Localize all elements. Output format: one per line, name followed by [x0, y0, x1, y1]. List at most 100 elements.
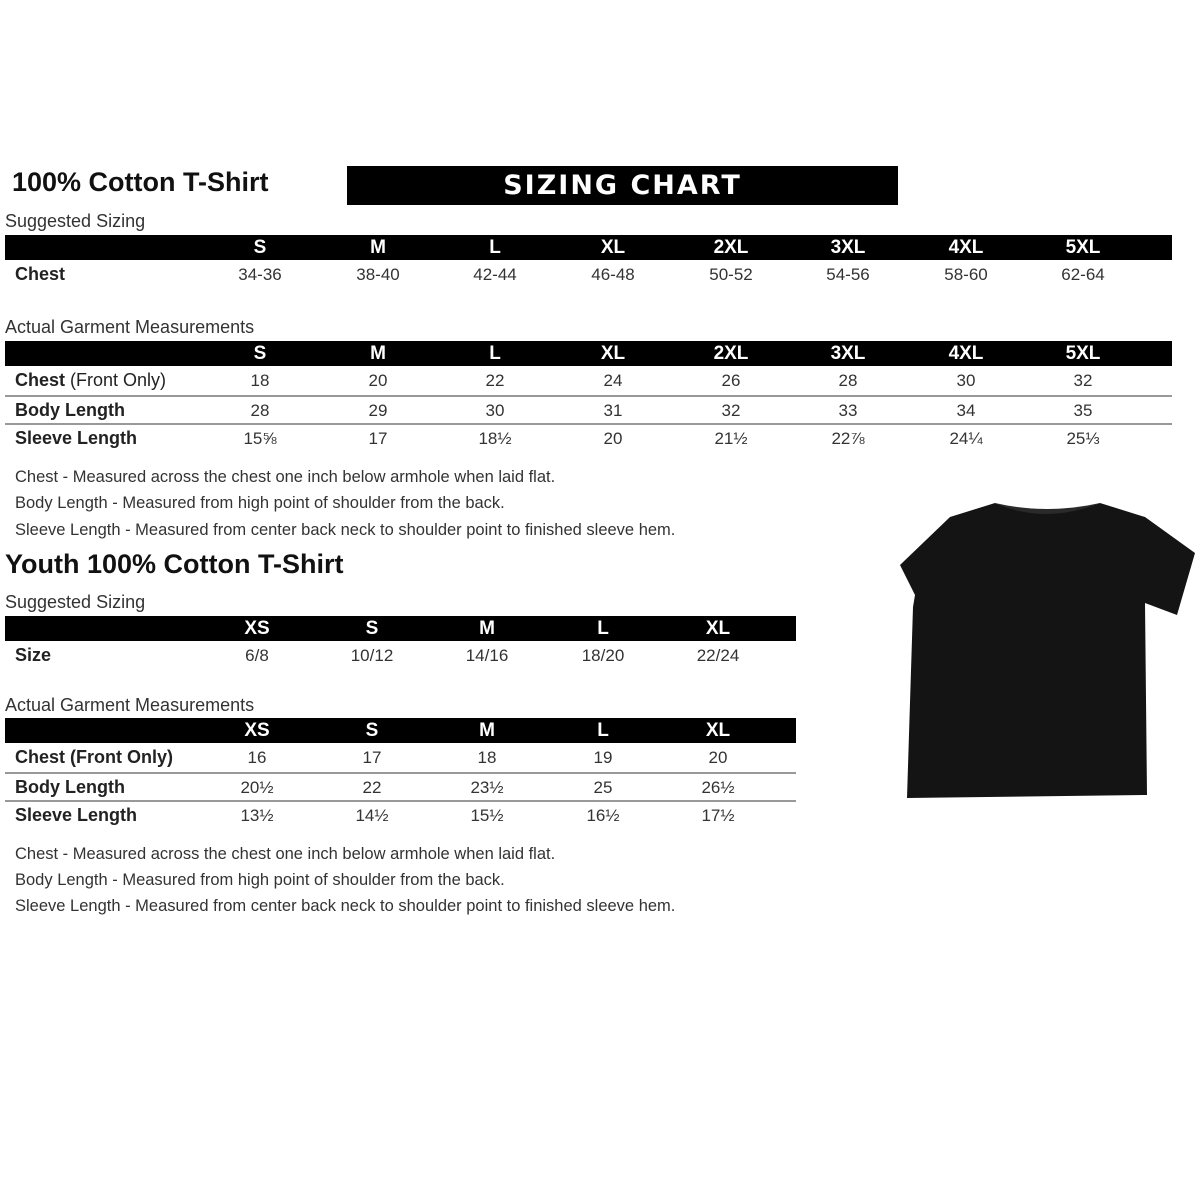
table-cell: 20 — [708, 748, 728, 767]
row-label: Chest (Front Only) — [15, 747, 173, 768]
table-row: Sleeve Length 13½ 14½ 15½ 16½ 17½ — [5, 800, 796, 830]
table-cell: 29 — [368, 401, 388, 420]
table-cell: 25 — [593, 778, 613, 797]
size-header-l: L — [489, 343, 501, 364]
table-cell: 34 — [956, 401, 976, 420]
table-cell: 38-40 — [356, 265, 400, 284]
table-row: Chest (Front Only) 18 20 22 24 26 28 30 32 — [5, 367, 1172, 395]
row-label-text: Chest (Front Only) — [15, 747, 173, 767]
table-cell: 28 — [250, 401, 270, 420]
table-cell: 28 — [838, 371, 858, 390]
row-label-text: Sleeve Length — [15, 428, 138, 448]
table-cell: 18 — [477, 748, 497, 767]
table-cell: 32 — [721, 401, 741, 420]
table-cell: 14½ — [355, 806, 389, 825]
table-cell: 23½ — [470, 778, 504, 797]
table-row: Size 6/8 10/12 14/16 18/20 22/24 — [5, 642, 796, 670]
table-cell: 30 — [485, 401, 505, 420]
youth-note-sleeve: Sleeve Length - Measured from center bac… — [15, 897, 676, 915]
table-cell: 19 — [593, 748, 613, 767]
size-header-3xl: 3XL — [830, 237, 866, 258]
table-cell: 10/12 — [350, 646, 394, 665]
row-label-text: Sleeve Length — [15, 805, 138, 825]
size-header-m: M — [479, 720, 495, 741]
row-label: Sleeve Length — [15, 428, 137, 449]
size-header-s: S — [253, 343, 267, 364]
size-header-m: M — [479, 618, 495, 639]
size-header-5xl: 5XL — [1065, 343, 1101, 364]
table-cell: 26½ — [701, 778, 735, 797]
table-cell: 21½ — [714, 429, 748, 448]
adult-title: 100% Cotton T-Shirt — [12, 167, 269, 197]
size-header-xl: XL — [600, 237, 626, 258]
adult-actual-table: S M L XL 2XL 3XL 4XL 5XL Chest (Front Only) 18 20 2… — [5, 341, 1172, 456]
table-cell: 17½ — [701, 806, 735, 825]
row-label-text: Body Length — [15, 777, 125, 797]
sizing-chart-banner: SIZING CHART — [347, 166, 898, 205]
table-cell: 20½ — [240, 778, 274, 797]
size-header-xl: XL — [705, 720, 731, 741]
table-cell: 14/16 — [465, 646, 509, 665]
youth-title: Youth 100% Cotton T-Shirt — [5, 549, 344, 579]
row-label: Chest — [15, 264, 65, 285]
size-header-xs: XS — [244, 720, 270, 741]
size-header-s: S — [365, 720, 379, 741]
table-cell: 26 — [721, 371, 741, 390]
table-cell: 22 — [485, 371, 505, 390]
youth-actual-table: XS S M L XL Chest (Front Only) 16 17 18 19 20 Body … — [5, 718, 796, 833]
table-cell: 17 — [368, 429, 388, 448]
size-header-4xl: 4XL — [948, 343, 984, 364]
size-header-bar: S M L XL 2XL 3XL 4XL 5XL — [5, 341, 1172, 366]
row-label: Body Length — [15, 777, 125, 798]
adult-suggested-label: Suggested Sizing — [5, 211, 146, 231]
size-header-s: S — [253, 237, 267, 258]
table-cell: 50-52 — [709, 265, 753, 284]
size-header-4xl: 4XL — [948, 237, 984, 258]
table-cell: 16 — [247, 748, 267, 767]
size-header-l: L — [597, 618, 609, 639]
size-header-5xl: 5XL — [1065, 237, 1101, 258]
table-cell: 16½ — [586, 806, 620, 825]
size-header-xl: XL — [705, 618, 731, 639]
table-cell: 18½ — [478, 429, 512, 448]
table-cell: 24¼ — [949, 429, 983, 448]
row-label-text: Chest — [15, 264, 66, 284]
size-header-xl: XL — [600, 343, 626, 364]
adult-suggested-table: S M L XL 2XL 3XL 4XL 5XL Chest 34-36 38-40 42-44 46-… — [5, 235, 1172, 295]
table-cell: 62-64 — [1061, 265, 1105, 284]
table-row: Chest (Front Only) 16 17 18 19 20 — [5, 744, 796, 772]
size-header-bar: XS S M L XL — [5, 616, 796, 641]
table-cell: 33 — [838, 401, 858, 420]
table-cell: 32 — [1073, 371, 1093, 390]
table-row: Body Length 20½ 22 23½ 25 26½ — [5, 772, 796, 802]
size-header-2xl: 2XL — [713, 343, 749, 364]
table-cell: 22⅞ — [831, 429, 865, 448]
adult-note-sleeve: Sleeve Length - Measured from center bac… — [15, 521, 676, 539]
table-cell: 35 — [1073, 401, 1093, 420]
table-cell: 46-48 — [591, 265, 635, 284]
adult-note-body: Body Length - Measured from high point o… — [15, 494, 505, 512]
table-row: Sleeve Length 15⅝ 17 18½ 20 21½ 22⅞ 24¼ 25⅓ — [5, 423, 1172, 453]
table-cell: 20 — [368, 371, 388, 390]
table-cell: 34-36 — [238, 265, 282, 284]
table-row: Chest 34-36 38-40 42-44 46-48 50-52 54-56 58-60… — [5, 261, 1172, 289]
size-header-l: L — [489, 237, 501, 258]
size-header-m: M — [370, 343, 386, 364]
size-header-s: S — [365, 618, 379, 639]
adult-actual-label: Actual Garment Measurements — [5, 317, 255, 337]
table-cell: 6/8 — [245, 646, 269, 665]
size-header-m: M — [370, 237, 386, 258]
table-cell: 22/24 — [696, 646, 740, 665]
size-header-3xl: 3XL — [830, 343, 866, 364]
table-row: Body Length 28 29 30 31 32 33 34 35 — [5, 395, 1172, 425]
youth-suggested-table: XS S M L XL Size 6/8 10/12 14/16 18/20 22/24 — [5, 616, 796, 676]
table-cell: 15⅝ — [243, 429, 277, 448]
youth-note-chest: Chest - Measured across the chest one in… — [15, 845, 556, 863]
youth-suggested-label: Suggested Sizing — [5, 592, 146, 612]
size-header-xs: XS — [244, 618, 270, 639]
table-cell: 58-60 — [944, 265, 988, 284]
youth-actual-label: Actual Garment Measurements — [5, 695, 255, 715]
row-label-text: Body Length — [15, 400, 125, 420]
size-header-2xl: 2XL — [713, 237, 749, 258]
